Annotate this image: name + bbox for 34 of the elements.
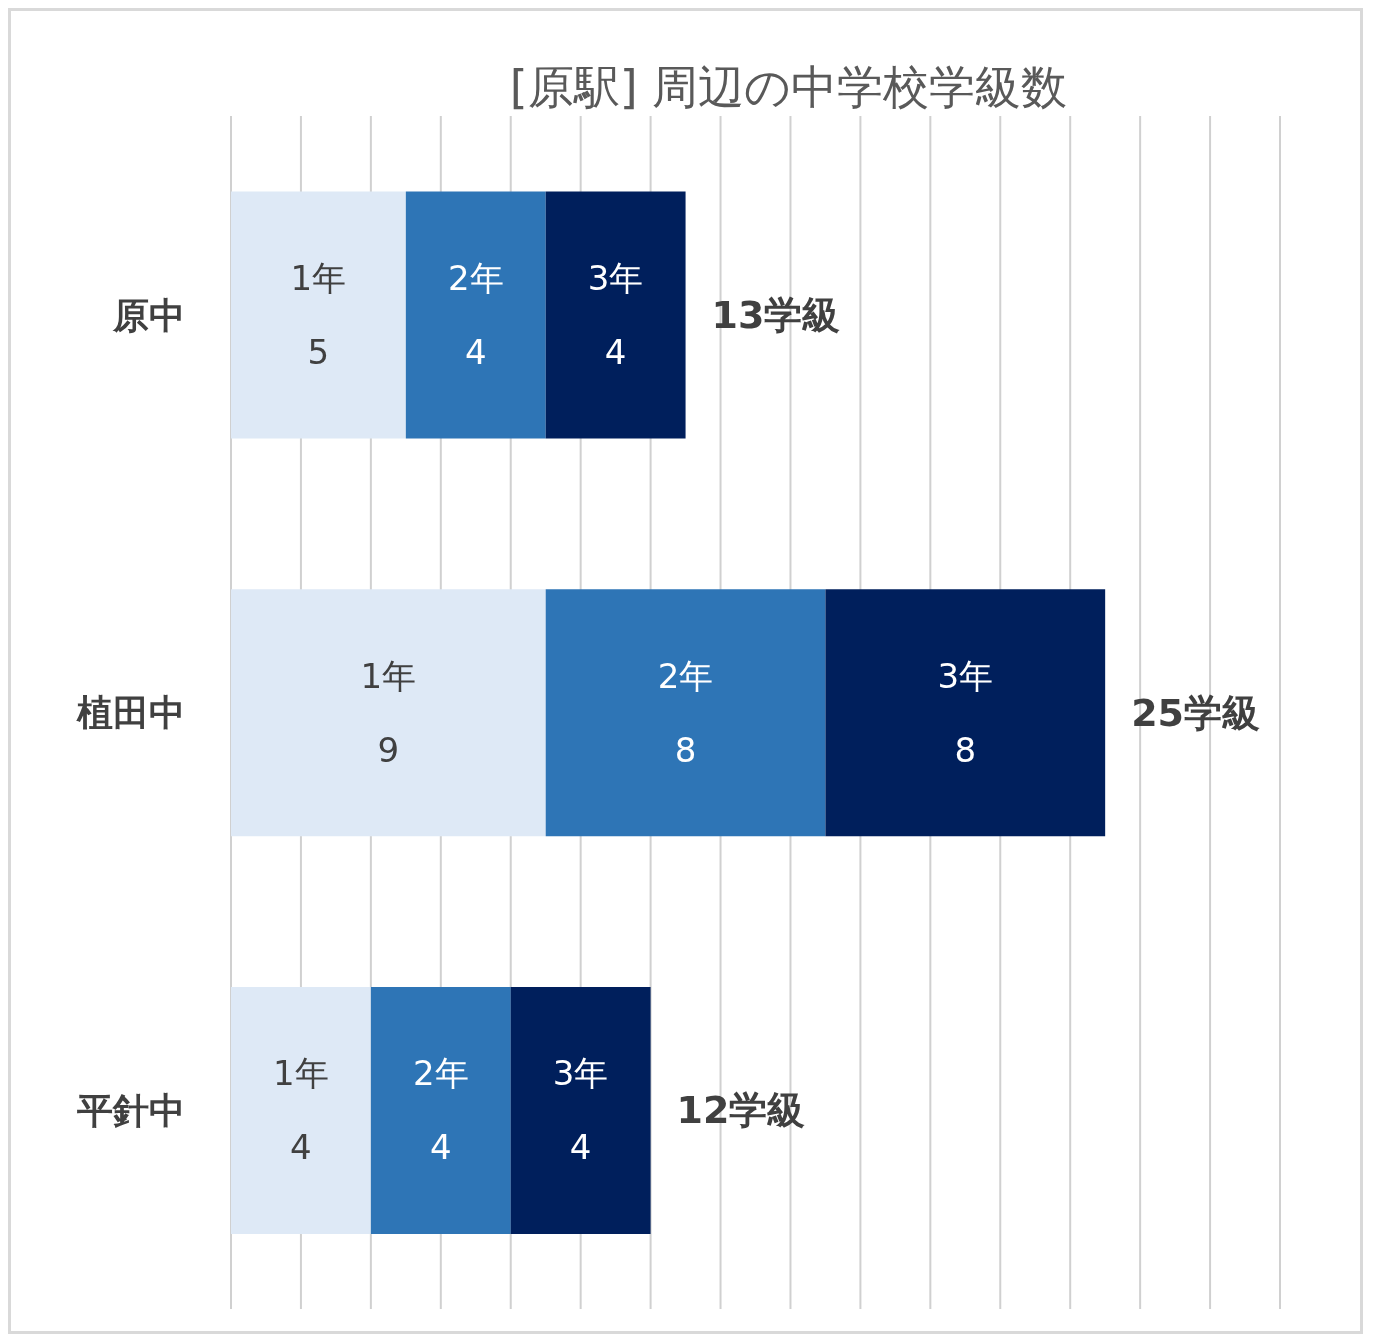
series-label: 2年 <box>412 1053 469 1094</box>
bar <box>231 986 371 1234</box>
data-label: 9 <box>377 729 400 770</box>
total-label: 13学級 <box>711 293 841 338</box>
text: 2年 <box>657 655 714 696</box>
bar <box>545 191 686 439</box>
bar <box>231 589 546 837</box>
text: 2年 <box>447 258 504 299</box>
bar <box>545 589 826 837</box>
text: 3年 <box>552 1053 609 1094</box>
data-label: 4 <box>429 1127 452 1168</box>
series-label: 1年 <box>273 1053 329 1094</box>
series-label: 3年 <box>587 258 644 299</box>
bar <box>231 191 406 439</box>
data-label: 5 <box>307 332 330 373</box>
total-label: 25学級 <box>1131 690 1261 735</box>
y-tick-label: 平針中 <box>77 1089 185 1131</box>
bar <box>510 986 651 1234</box>
total-label: 12学級 <box>676 1088 806 1133</box>
y-tick-label: 植田中 <box>76 692 185 734</box>
bar <box>825 589 1106 837</box>
data-label: 8 <box>954 729 977 770</box>
text: 1年 <box>360 655 417 696</box>
bar <box>370 986 511 1234</box>
data-label: 4 <box>464 332 487 373</box>
data-label: 4 <box>290 1127 312 1168</box>
text: 1年 <box>290 258 347 299</box>
data-label: 8 <box>674 729 697 770</box>
text: 3年 <box>937 655 994 696</box>
chart-title: [原駅] 周辺の中学校学級数 <box>508 59 1069 116</box>
data-label: 4 <box>569 1127 592 1168</box>
y-tick-label: 原中 <box>112 294 185 336</box>
data-label: 4 <box>604 332 627 373</box>
bar <box>405 191 546 439</box>
